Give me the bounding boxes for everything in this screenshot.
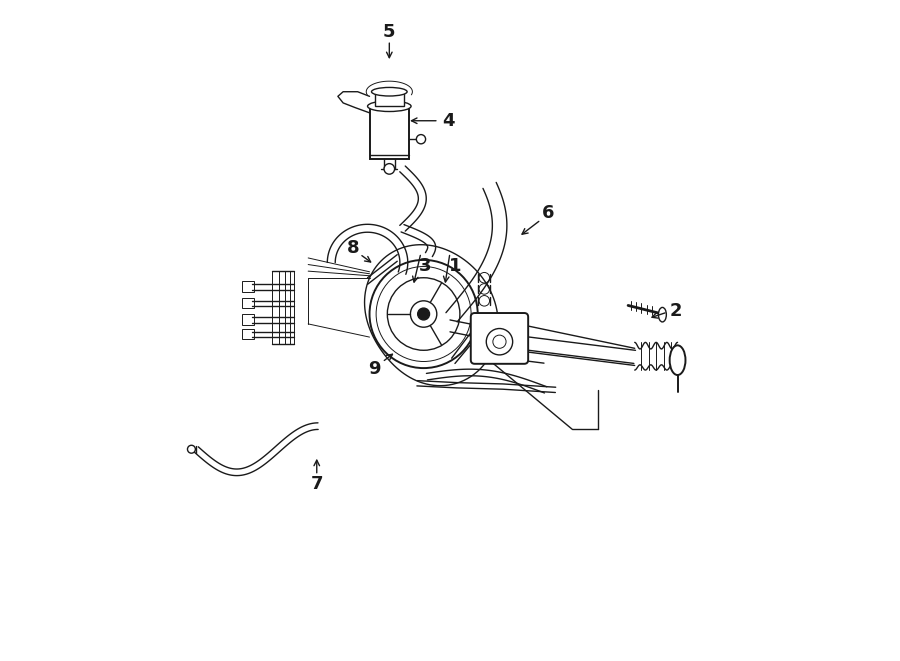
Ellipse shape — [372, 87, 407, 96]
Bar — [242, 314, 254, 325]
Text: 1: 1 — [449, 257, 462, 275]
Text: 5: 5 — [383, 23, 396, 42]
Ellipse shape — [670, 345, 686, 375]
Circle shape — [187, 446, 195, 453]
Text: 6: 6 — [542, 204, 554, 222]
Text: 3: 3 — [418, 257, 431, 275]
Bar — [242, 329, 254, 339]
Text: 8: 8 — [346, 239, 359, 257]
Bar — [242, 297, 254, 308]
Bar — [242, 281, 254, 292]
Bar — [370, 106, 410, 159]
Circle shape — [384, 164, 394, 174]
Ellipse shape — [659, 307, 666, 322]
FancyBboxPatch shape — [471, 313, 528, 364]
Text: 9: 9 — [368, 360, 381, 377]
Bar — [374, 92, 404, 106]
Text: 2: 2 — [670, 301, 682, 320]
Ellipse shape — [367, 101, 411, 112]
Text: 7: 7 — [310, 475, 323, 492]
Text: 4: 4 — [442, 112, 454, 130]
Circle shape — [417, 135, 426, 144]
Circle shape — [418, 308, 429, 320]
